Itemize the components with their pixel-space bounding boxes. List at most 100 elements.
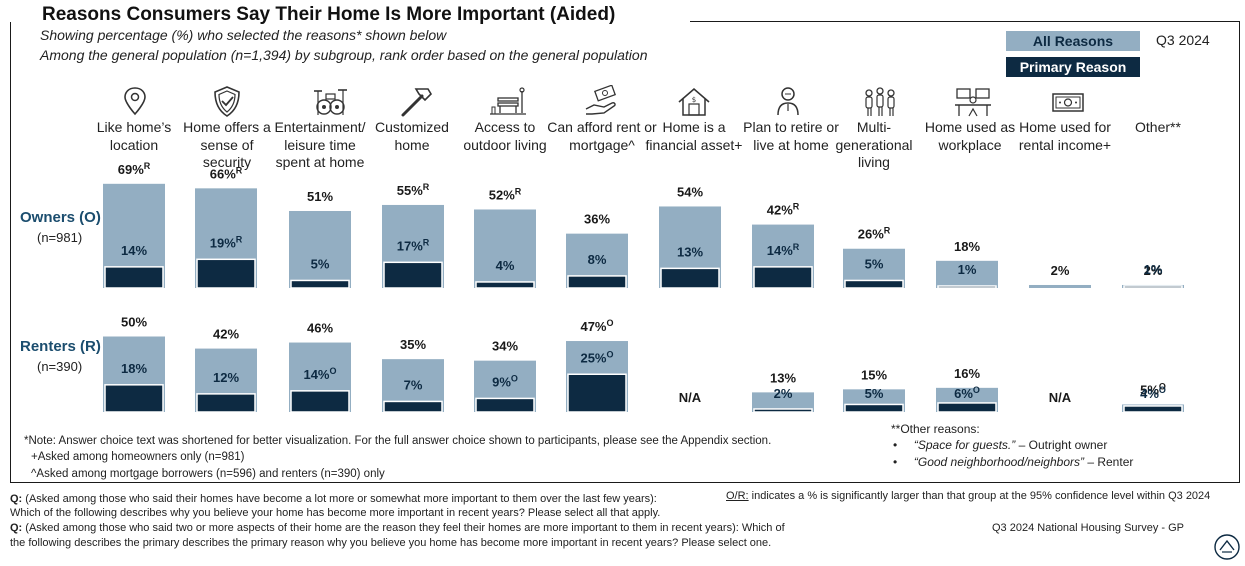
- renters-primary-reason-label: 14%O: [303, 366, 336, 382]
- renters-primary-reason-bar: [383, 400, 443, 413]
- page-title: Reasons Consumers Say Their Home Is More…: [40, 4, 618, 26]
- owners-primary-reason-bar: [196, 258, 256, 289]
- quarter-label: Q3 2024: [1156, 32, 1210, 48]
- other-reason-2: • “Good neighborhood/neighbors” – Renter: [893, 455, 1134, 469]
- retiree-icon: [777, 87, 799, 116]
- renters-primary-reason-label: 5%: [865, 386, 884, 401]
- renters-all-reasons-label: 50%: [121, 315, 147, 330]
- renters-primary-reason-bar: [844, 403, 904, 413]
- owners-all-reasons-label: 42%R: [767, 202, 800, 218]
- owners-primary-reason-label: 1%: [1144, 262, 1163, 277]
- owners-all-reasons-label: 66%R: [210, 165, 243, 181]
- owners-all-reasons-bar: [474, 209, 536, 288]
- footnote-shortened: *Note: Answer choice text was shortened …: [24, 435, 772, 447]
- renters-all-reasons-label: 47%O: [580, 318, 613, 334]
- renters-primary-reason-label: 12%: [213, 370, 239, 385]
- category-label-financial-asset: Home is a financial asset+: [645, 119, 743, 153]
- owners-primary-reason-label: 1%: [958, 262, 977, 277]
- source-label: Q3 2024 National Housing Survey - GP: [992, 522, 1184, 534]
- footnote-mortgage: ^Asked among mortgage borrowers (n=596) …: [31, 468, 385, 480]
- renters-na-label: N/A: [1049, 390, 1072, 405]
- row-label-renters: Renters (R): [20, 338, 101, 355]
- owners-primary-reason-label: 14%R: [767, 242, 800, 258]
- renters-primary-reason-label: 2%: [774, 386, 793, 401]
- cash-icon: [1052, 93, 1084, 112]
- drum-set-icon: [314, 89, 347, 115]
- category-label-security: Home offers a sense of security: [183, 119, 271, 170]
- renters-primary-reason-label: 25%O: [580, 349, 613, 365]
- owners-primary-reason-label: 4%: [496, 258, 515, 273]
- question-1-line-1: Q: (Asked among those who said their hom…: [10, 493, 657, 505]
- category-label-retire: Plan to retire or live at home: [743, 119, 839, 153]
- house-dollar-icon: $: [678, 87, 710, 116]
- shield-icon: [214, 86, 240, 117]
- question-2-line-1: Q: (Asked among those who said two or mo…: [10, 522, 785, 534]
- renters-all-reasons-bar: [752, 392, 814, 412]
- renters-primary-reason-bar: [104, 384, 164, 413]
- workstation-icon: [955, 88, 991, 117]
- category-label-afford: Can afford rent or mortgage^: [547, 119, 657, 153]
- owners-all-reasons-bar: [289, 210, 351, 288]
- owners-primary-reason-bar: [660, 267, 720, 289]
- renters-primary-reason-label: 7%: [404, 377, 423, 392]
- renters-all-reasons-label: 15%: [861, 367, 887, 382]
- row-label-owners: Owners (O): [20, 209, 101, 226]
- owners-all-reasons-bar: [936, 260, 998, 288]
- question-2-line-2: the following describes the primary desc…: [10, 537, 772, 549]
- owners-all-reasons-label: 2%: [1144, 263, 1163, 278]
- category-label-customized: Customized home: [375, 119, 449, 153]
- owners-all-reasons-label: 26%R: [858, 226, 891, 242]
- question-1-line-2: Which of the following describes why you…: [10, 507, 661, 519]
- park-bench-icon: [490, 87, 526, 115]
- category-label-entertainment: Entertainment/ leisure time spent at hom…: [274, 119, 366, 170]
- owners-all-reasons-label: 55%R: [397, 182, 430, 198]
- category-label-multigenerational: Multi-generational living: [835, 119, 913, 170]
- renters-na-label: N/A: [679, 390, 702, 405]
- renters-primary-reason-label: 4%O: [1140, 385, 1166, 401]
- brand-logo-icon: [1214, 534, 1240, 560]
- owners-all-reasons-label: 2%: [1051, 263, 1070, 278]
- owners-primary-reason-bar: [104, 266, 164, 289]
- owners-primary-reason-bar: [567, 275, 627, 289]
- owners-all-reasons-label: 18%: [954, 239, 980, 254]
- renters-all-reasons-label: 34%: [492, 339, 518, 354]
- category-label-other: Other**: [1135, 119, 1181, 135]
- owners-primary-reason-label: 5%: [865, 256, 884, 271]
- owners-all-reasons-label: 69%R: [118, 161, 151, 177]
- category-label-rental-income: Home used for rental income+: [1018, 119, 1112, 153]
- owners-all-reasons-label: 54%: [677, 184, 703, 199]
- owners-primary-reason-bar: [383, 261, 443, 289]
- svg-text:$: $: [692, 96, 696, 104]
- renters-all-reasons-label: 42%: [213, 327, 239, 342]
- legend-primary-reason: Primary Reason: [1006, 57, 1140, 77]
- family-icon: [865, 87, 895, 116]
- renters-primary-reason-bar: [567, 373, 627, 413]
- renters-primary-reason-bar: [196, 393, 256, 413]
- other-reasons-title: **Other reasons:: [891, 422, 980, 436]
- owners-all-reasons-label: 52%R: [489, 186, 522, 202]
- owners-primary-reason-label: 17%R: [397, 237, 430, 253]
- renters-primary-reason-bar: [290, 390, 350, 413]
- subtitle-2: Among the general population (n=1,394) b…: [40, 47, 648, 63]
- owners-primary-reason-bar: [475, 281, 535, 289]
- owners-primary-reason-bar: [290, 279, 350, 289]
- owners-primary-reason-label: 13%: [677, 244, 703, 259]
- owners-primary-reason-bar: [1123, 285, 1183, 289]
- owners-primary-reason-bar: [844, 279, 904, 289]
- chart-frame: [10, 22, 1240, 483]
- renters-all-reasons-label: 13%: [770, 370, 796, 385]
- owners-all-reasons-label: 36%: [584, 212, 610, 227]
- owners-all-reasons-bar: [1029, 284, 1091, 288]
- owners-all-reasons-label: 51%: [307, 189, 333, 204]
- other-reason-1: • “Space for guests.” – Outright owner: [893, 438, 1108, 452]
- footnote-homeowners: +Asked among homeowners only (n=981): [31, 451, 245, 463]
- owners-primary-reason-label: 14%: [121, 243, 147, 258]
- renters-all-reasons-label: 16%: [954, 366, 980, 381]
- renters-primary-reason-bar: [1123, 405, 1183, 413]
- hammer-icon: [401, 88, 433, 117]
- significance-note: O/R: indicates a % is significantly larg…: [726, 490, 1211, 502]
- location-pin-icon: [124, 87, 146, 116]
- legend-all-reasons: All Reasons: [1006, 31, 1140, 51]
- frame-top-line: [690, 21, 1240, 22]
